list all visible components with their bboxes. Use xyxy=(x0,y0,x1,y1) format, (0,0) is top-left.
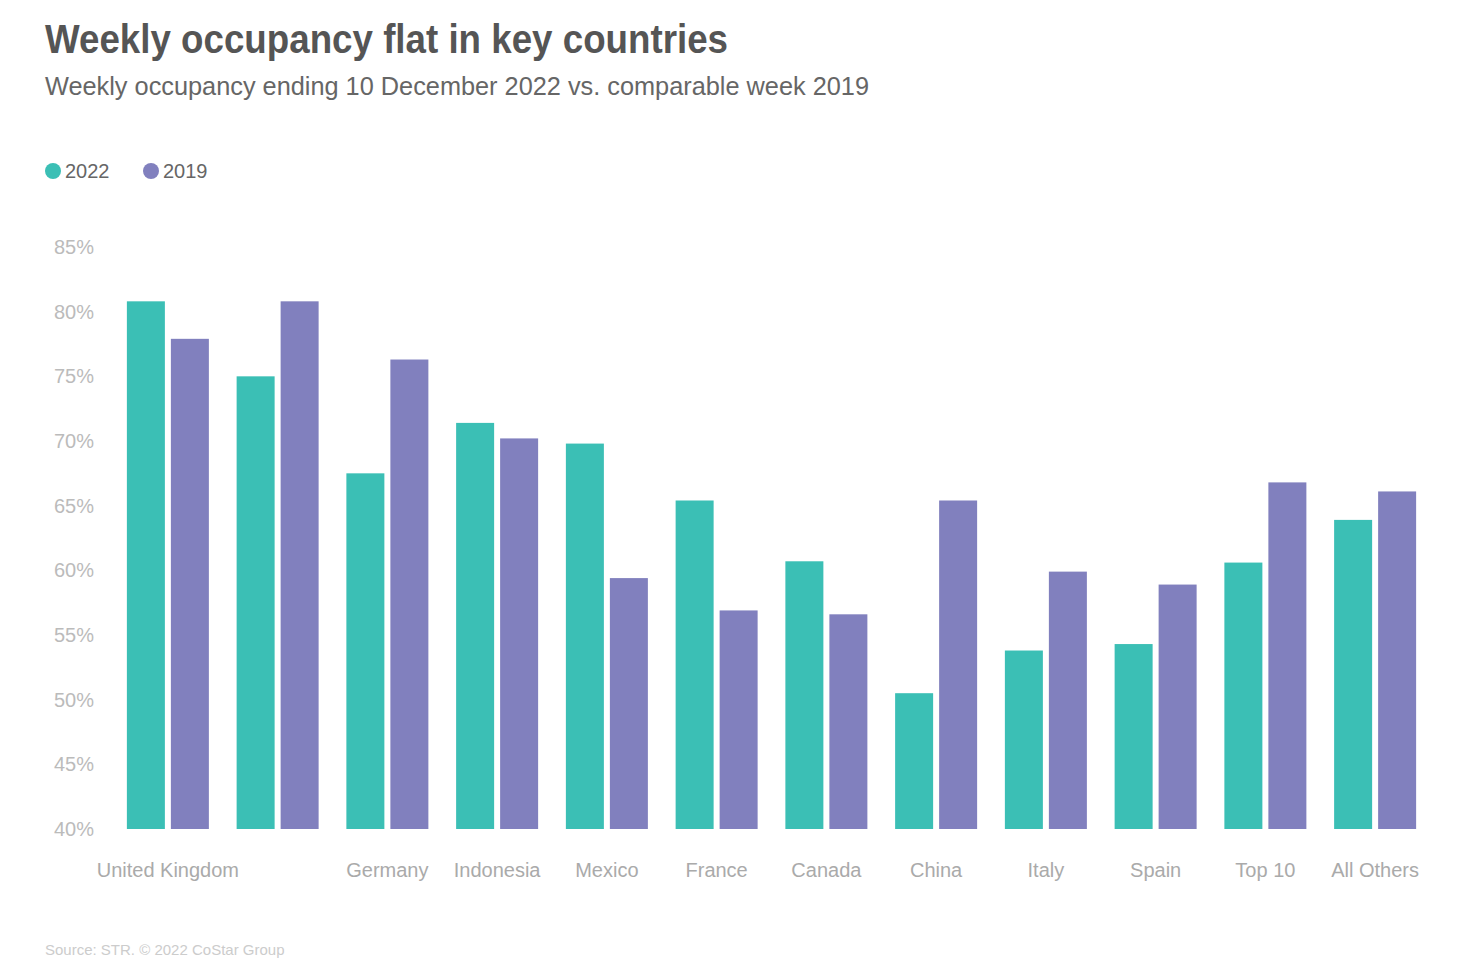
y-tick-label: 75% xyxy=(54,365,94,387)
y-tick-label: 60% xyxy=(54,559,94,581)
source: Source: STR. © 2022 CoStar Group xyxy=(45,941,285,958)
x-tick-label: Mexico xyxy=(575,859,638,881)
bar xyxy=(720,610,758,829)
bar xyxy=(566,444,604,829)
bar xyxy=(390,360,428,829)
bar xyxy=(1115,644,1153,829)
bar xyxy=(1334,520,1372,829)
bar xyxy=(171,339,209,829)
bar xyxy=(785,561,823,829)
bar xyxy=(456,423,494,829)
chart: Weekly occupancy flat in key countries We… xyxy=(0,0,1470,978)
legend-entry: 2022 xyxy=(45,160,110,182)
bar xyxy=(281,301,319,829)
legend-label: 2019 xyxy=(163,160,208,182)
y-tick-label: 50% xyxy=(54,689,94,711)
subtitle: Weekly occupancy ending 10 December 2022… xyxy=(45,72,869,100)
y-tick-label: 80% xyxy=(54,301,94,323)
bar xyxy=(127,301,165,829)
x-tick-label: China xyxy=(910,859,963,881)
bar xyxy=(829,614,867,829)
y-tick-label: 85% xyxy=(54,236,94,258)
x-tick-label: United Kingdom xyxy=(97,859,239,881)
y-tick-label: 70% xyxy=(54,430,94,452)
legend-swatch xyxy=(143,163,159,179)
x-tick-label: Indonesia xyxy=(454,859,542,881)
legend-entry: 2019 xyxy=(143,160,208,182)
x-tick-label: Top 10 xyxy=(1235,859,1295,881)
x-tick-label: France xyxy=(686,859,748,881)
y-tick-label: 45% xyxy=(54,753,94,775)
bar xyxy=(237,376,275,829)
bar xyxy=(1049,572,1087,829)
bar xyxy=(500,438,538,829)
bar xyxy=(610,578,648,829)
y-tick-label: 40% xyxy=(54,818,94,840)
bar xyxy=(895,693,933,829)
bar xyxy=(1224,563,1262,829)
y-tick-label: 65% xyxy=(54,495,94,517)
bars xyxy=(127,301,1416,829)
x-tick-label: Spain xyxy=(1130,859,1181,881)
bar xyxy=(1268,482,1306,829)
x-tick-label: Canada xyxy=(791,859,862,881)
bar xyxy=(676,500,714,829)
bar xyxy=(346,473,384,829)
title: Weekly occupancy flat in key countries xyxy=(45,17,728,61)
x-tick-label: Italy xyxy=(1028,859,1065,881)
bar xyxy=(1005,651,1043,829)
x-tick-label: Germany xyxy=(346,859,428,881)
bar xyxy=(939,500,977,829)
y-tick-label: 55% xyxy=(54,624,94,646)
x-tick-label: All Others xyxy=(1331,859,1419,881)
legend-swatch xyxy=(45,163,61,179)
bar xyxy=(1159,585,1197,829)
bar xyxy=(1378,491,1416,829)
legend-label: 2022 xyxy=(65,160,110,182)
